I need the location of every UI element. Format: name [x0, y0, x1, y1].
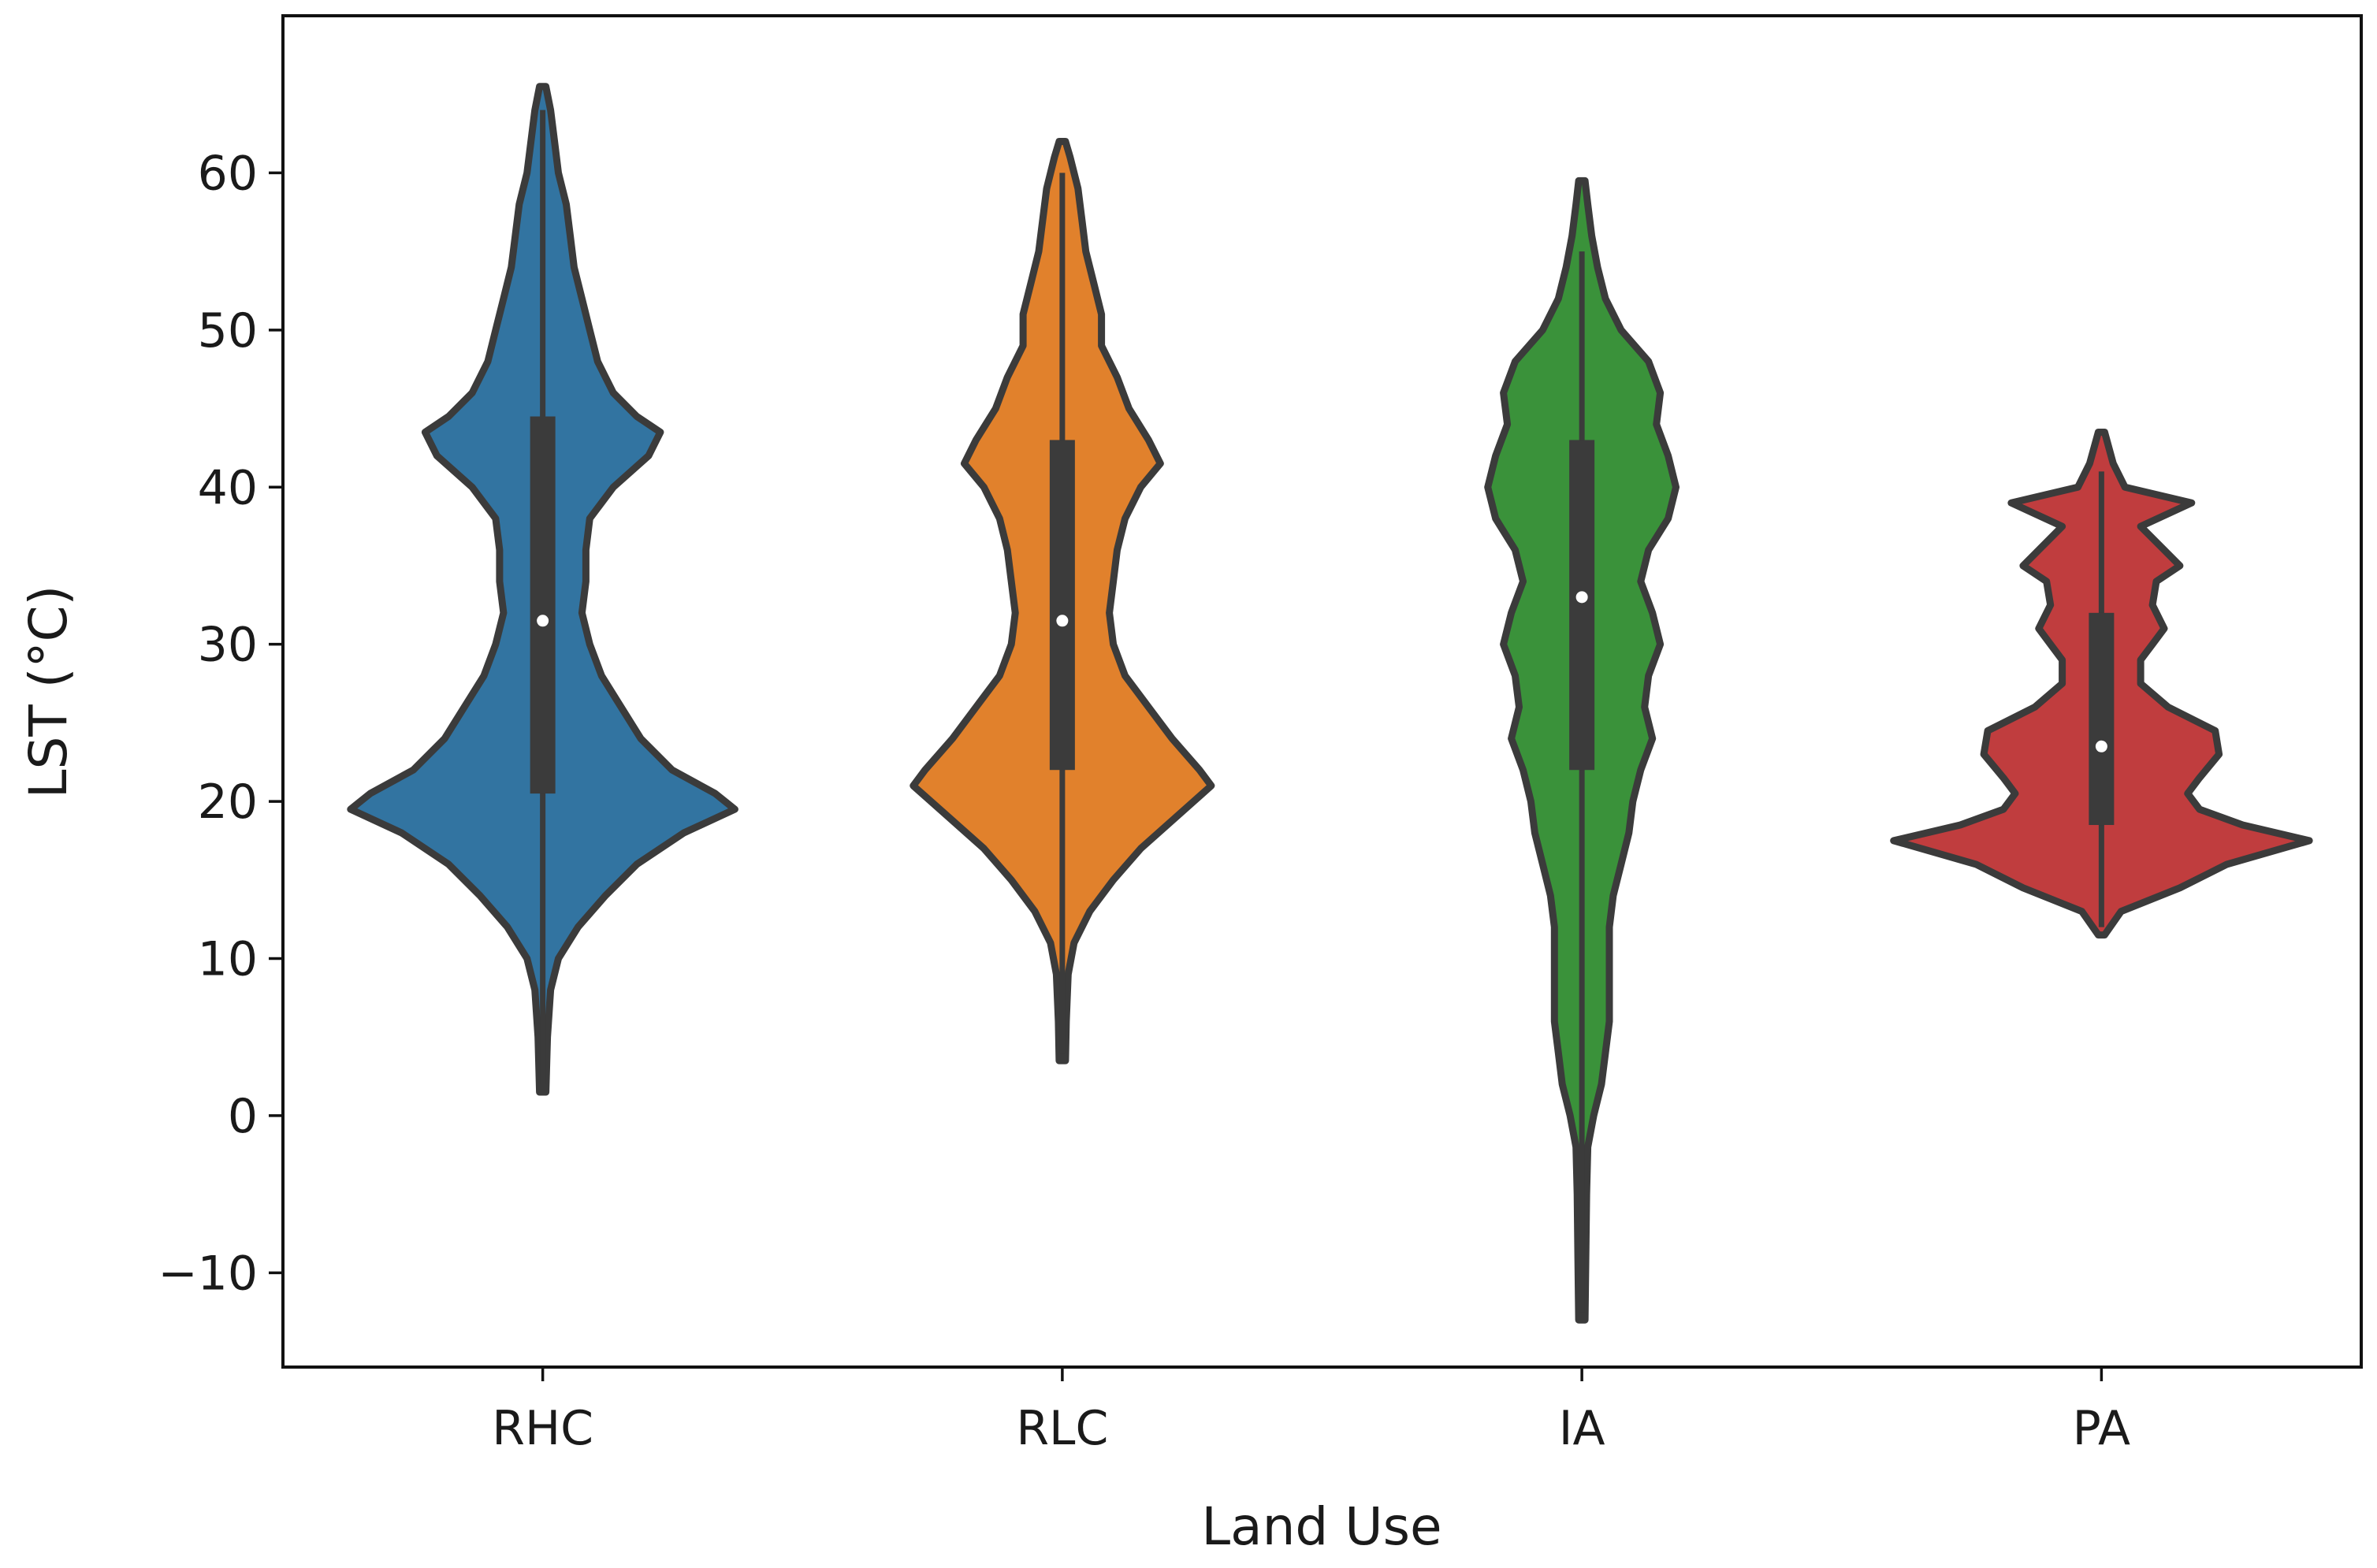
x-axis-title: Land Use: [1201, 1496, 1441, 1557]
x-axis: RHC RLC IA PA: [492, 1367, 2130, 1456]
y-tick-label: 0: [228, 1089, 258, 1144]
y-tick-label: 30: [198, 618, 258, 673]
x-tick-label: PA: [2073, 1401, 2130, 1456]
iqr-box: [2089, 612, 2115, 826]
y-tick-label: 10: [198, 932, 258, 987]
violin-rlc: [910, 138, 1215, 1065]
y-tick-label: −10: [158, 1246, 258, 1301]
median-marker: [1575, 591, 1588, 604]
median-marker: [2095, 740, 2107, 752]
y-tick-label: 20: [198, 775, 258, 830]
y-axis-title: LST (°C): [18, 585, 79, 799]
y-tick-label: 50: [198, 303, 258, 359]
violin-ia: [1484, 176, 1680, 1324]
violins-layer: [347, 83, 2313, 1324]
violin-pa: [1890, 429, 2313, 939]
x-tick-label: RHC: [492, 1401, 593, 1456]
median-marker: [537, 615, 549, 627]
x-tick-label: RLC: [1016, 1401, 1108, 1456]
median-marker: [1056, 615, 1069, 627]
plot-frame: [281, 14, 2363, 1369]
iqr-box: [1049, 440, 1075, 771]
y-tick-label: 40: [198, 460, 258, 515]
iqr-box: [1569, 440, 1595, 771]
violin-rhc: [347, 83, 738, 1096]
x-tick-label: IA: [1559, 1401, 1605, 1456]
y-tick-label: 60: [198, 146, 258, 201]
y-axis: −10 0 10 20 30 40 50 60: [158, 146, 283, 1301]
iqr-box: [530, 416, 556, 794]
